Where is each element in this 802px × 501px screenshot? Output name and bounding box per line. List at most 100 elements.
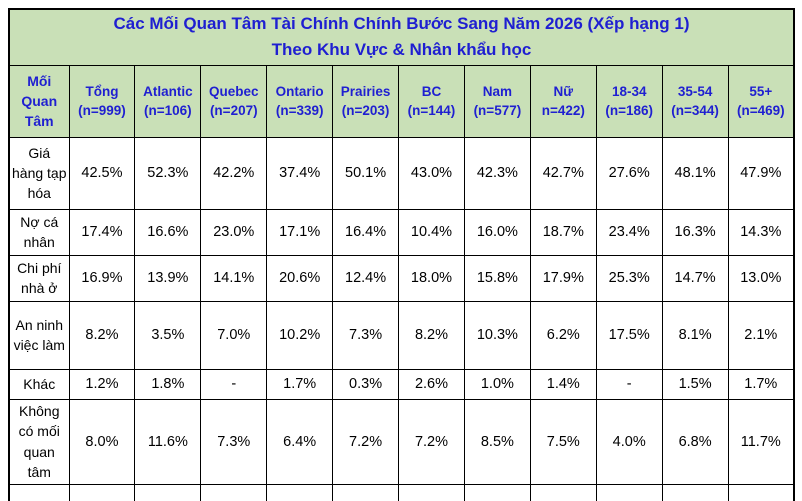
value-cell: 52.3% [134,136,202,210]
table-row: Chi phí nhà ở 16.9% 13.9% 14.1% 20.6% 12.4% 18… [8,254,795,302]
row-label: Chi phí nhà ở [8,254,70,302]
value-cell: 37.4% [266,136,334,210]
value-cell: 23.0% [200,208,268,256]
value-cell: 1.0% [463,368,531,400]
table-body: Giá hàng tạp hóa 42.5% 52.3% 42.2% 37.4% 50.1… [8,136,795,501]
value-cell: 16.4% [332,208,400,256]
value-cell: 20.6% [266,254,334,302]
value-cell: 6.4% [266,398,334,485]
column-header-3: Quebec (n=207) [200,64,268,138]
value-cell: 17.9% [529,254,597,302]
title-line-1: Các Mối Quan Tâm Tài Chính Chính Bước Sa… [113,14,690,33]
column-sample-size: n=422) [541,103,585,119]
column-header-4: Ontario (n=339) [266,64,334,138]
column-header-10: 35-54 (n=344) [661,64,729,138]
value-cell: 8.2% [68,300,136,370]
empty-cell [595,483,663,501]
value-cell: 2.1% [727,300,795,370]
value-cell: 12.4% [332,254,400,302]
value-cell: 6.8% [661,398,729,485]
column-sample-size: (n=469) [736,103,785,119]
column-sample-size: (n=344) [671,103,719,119]
empty-cell [266,483,334,501]
empty-cell [661,483,729,501]
column-label: Tổng [85,83,119,99]
empty-cell [68,483,136,501]
value-cell: 16.0% [463,208,531,256]
value-cell: 50.1% [332,136,400,210]
value-cell: 14.1% [200,254,268,302]
value-cell: 13.9% [134,254,202,302]
column-header-11: 55+ (n=469) [727,64,795,138]
table-row: Giá hàng tạp hóa 42.5% 52.3% 42.2% 37.4% 50.1… [8,136,795,210]
column-label: Ontario [275,83,324,99]
column-header-row: Mối Quan Tâm Tổng (n=999) Atlantic (n=106) Q… [8,64,795,138]
value-cell: 2.6% [398,368,465,400]
column-label: 18-34 [611,83,647,99]
value-cell: 42.5% [68,136,136,210]
value-cell: 10.4% [398,208,465,256]
value-cell: 16.9% [68,254,136,302]
table-row: Khác 1.2% 1.8% -1.7% 0.3% 2.6% 1.0% 1.4% -1.5% 1.… [8,368,795,400]
value-cell: 8.1% [661,300,729,370]
table-row: An ninh việc làm 8.2% 3.5% 7.0% 10.2% 7.3% 8.2… [8,300,795,370]
empty-cell [332,483,400,501]
column-label: Quebec [209,83,259,99]
empty-cell [200,483,268,501]
column-label: Atlantic [143,83,193,99]
value-cell: 48.1% [661,136,729,210]
column-sample-size: (n=186) [605,103,654,119]
column-sample-size: (n=999) [78,103,126,119]
column-sample-size: (n=207) [209,103,258,119]
value-cell: 42.7% [529,136,597,210]
column-sample-size: (n=106) [144,103,192,119]
table-row: Không có mối quan tâm 8.0% 11.6% 7.3% 6.4% 7.… [8,398,795,485]
value-cell: 17.1% [266,208,334,256]
column-sample-size: (n=339) [275,103,324,119]
empty-cell [8,483,70,501]
row-label: Không có mối quan tâm [8,398,70,485]
column-header-2: Atlantic (n=106) [134,64,202,138]
value-cell: 4.0% [595,398,663,485]
value-cell: 1.4% [529,368,597,400]
column-header-5: Prairies (n=203) [332,64,400,138]
title-line-2: Theo Khu Vực & Nhân khẩu học [271,40,532,60]
value-cell: 11.6% [134,398,202,485]
value-cell: 11.7% [727,398,795,485]
column-header-6: BC (n=144) [398,64,465,138]
value-cell: 6.2% [529,300,597,370]
value-cell: 10.2% [266,300,334,370]
empty-cell [134,483,202,501]
column-label: Nam [482,83,513,99]
row-label: An ninh việc làm [8,300,70,370]
row-label: Nợ cá nhân [8,208,70,256]
column-label: BC [421,83,442,99]
column-header-1: Tổng (n=999) [68,64,136,138]
table-row: Nợ cá nhân 17.4% 16.6% 23.0% 17.1% 16.4% 10.4%… [8,208,795,256]
value-cell: 7.0% [200,300,268,370]
row-label: Giá hàng tạp hóa [8,136,70,210]
value-cell: 7.3% [332,300,400,370]
value-cell: 1.2% [68,368,136,400]
empty-cell [529,483,597,501]
value-cell: 3.5% [134,300,202,370]
empty-cell [398,483,465,501]
column-label: Prairies [340,83,391,99]
value-cell: 7.5% [529,398,597,485]
value-cell: 7.2% [332,398,400,485]
value-cell: 43.0% [398,136,465,210]
value-cell: 16.6% [134,208,202,256]
column-label: 35-54 [677,83,713,99]
value-cell: 8.2% [398,300,465,370]
empty-cell [463,483,531,501]
value-cell: 1.8% [134,368,202,400]
row-label: Khác [8,368,70,400]
value-cell: - [200,368,268,400]
column-sample-size: (n=577) [473,103,522,119]
partial-empty-row [8,483,795,501]
column-sample-size: (n=203) [341,103,390,119]
value-cell: 27.6% [595,136,663,210]
value-cell: - [595,368,663,400]
column-header-9: 18-34 (n=186) [595,64,663,138]
